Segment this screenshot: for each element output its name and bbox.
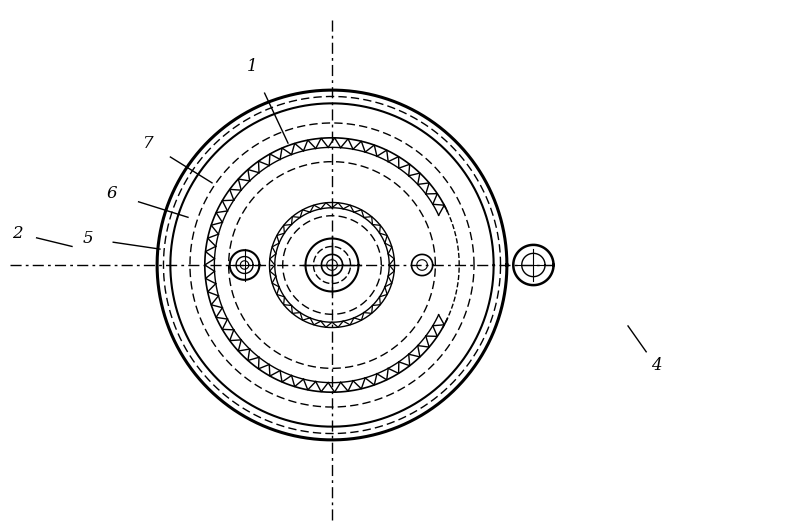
Text: 1: 1: [246, 58, 258, 75]
Text: 4: 4: [650, 357, 662, 374]
Text: 6: 6: [106, 185, 118, 202]
Text: 7: 7: [142, 135, 154, 152]
Text: 2: 2: [12, 225, 23, 242]
Text: 5: 5: [82, 230, 94, 247]
